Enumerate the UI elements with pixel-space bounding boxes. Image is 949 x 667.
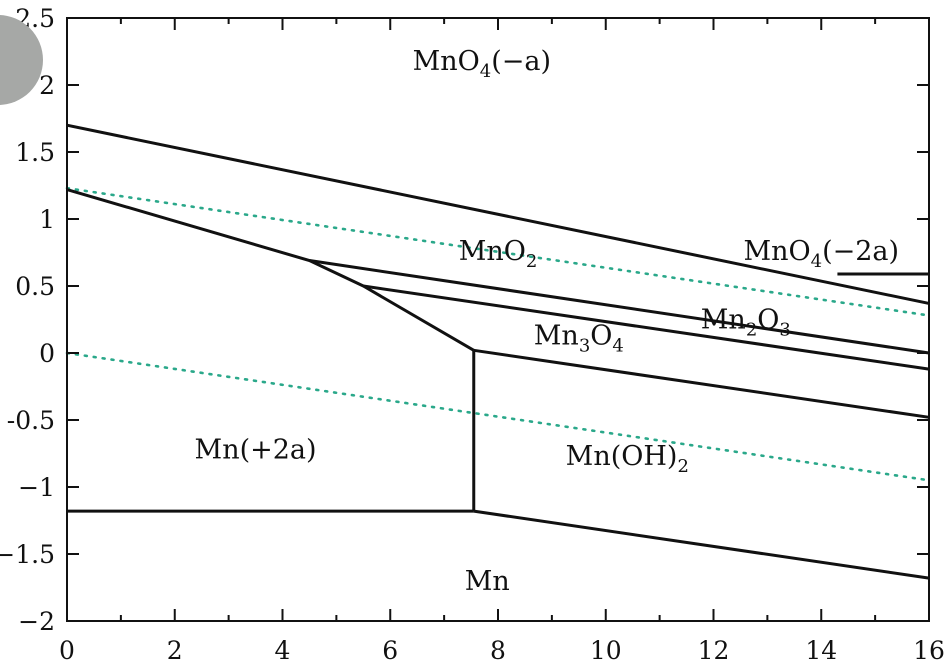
y-tick-label: 0 <box>39 339 55 368</box>
corner-circle-mark <box>0 15 43 105</box>
boundary-line-0 <box>66 123 930 305</box>
y-tick-label: −1.5 <box>0 540 55 569</box>
y-tick-label: 1.5 <box>15 138 55 167</box>
x-tick-label: 12 <box>698 636 730 665</box>
water-lines <box>65 186 931 482</box>
y-tick-label: -0.5 <box>7 406 55 435</box>
y-tick-label: 1 <box>39 205 55 234</box>
y-axis: 2.521.510.50-0.5−1−1.5−2 <box>0 4 929 636</box>
x-tick-label: 6 <box>382 636 398 665</box>
region-label-5: Mn(+2a) <box>195 434 317 465</box>
x-tick-label: 0 <box>59 636 75 665</box>
x-tick-label: 14 <box>805 636 837 665</box>
water-stability-line-1 <box>65 351 931 482</box>
y-tick-label: −2 <box>18 607 55 636</box>
x-tick-label: 4 <box>275 636 291 665</box>
region-label-7: Mn <box>465 566 510 597</box>
region-label-2: MnO4(−2a) <box>743 236 899 272</box>
y-tick-label: 0.5 <box>15 272 55 301</box>
x-tick-label: 16 <box>913 636 945 665</box>
region-label-4: Mn3O4 <box>534 321 624 357</box>
y-tick-label: −1 <box>18 473 55 502</box>
region-label-1: MnO2 <box>459 236 538 272</box>
x-tick-label: 10 <box>590 636 622 665</box>
x-axis: 0 2 4 6 8 10 12 14 16 <box>59 18 945 665</box>
plot-frame <box>66 17 930 622</box>
region-labels: MnO4(−a) MnO2 MnO4(−2a) Mn2O3 Mn3O4 Mn(+2a) Mn… <box>195 46 899 597</box>
boundary-line-3 <box>363 284 930 371</box>
region-label-3: Mn2O3 <box>701 305 791 341</box>
x-tick-label: 2 <box>167 636 183 665</box>
y-tick-label: 2 <box>39 71 55 100</box>
region-label-6: Mn(OH)2 <box>566 441 689 477</box>
phase-boundaries <box>66 123 930 580</box>
boundary-line-4 <box>473 348 930 419</box>
water-stability-line-0 <box>65 186 931 317</box>
boundary-line-1 <box>66 188 475 352</box>
boundary-line-7 <box>473 509 930 580</box>
boundary-line-2 <box>309 259 930 355</box>
x-tick-label: 8 <box>490 636 506 665</box>
region-label-0: MnO4(−a) <box>413 46 551 82</box>
